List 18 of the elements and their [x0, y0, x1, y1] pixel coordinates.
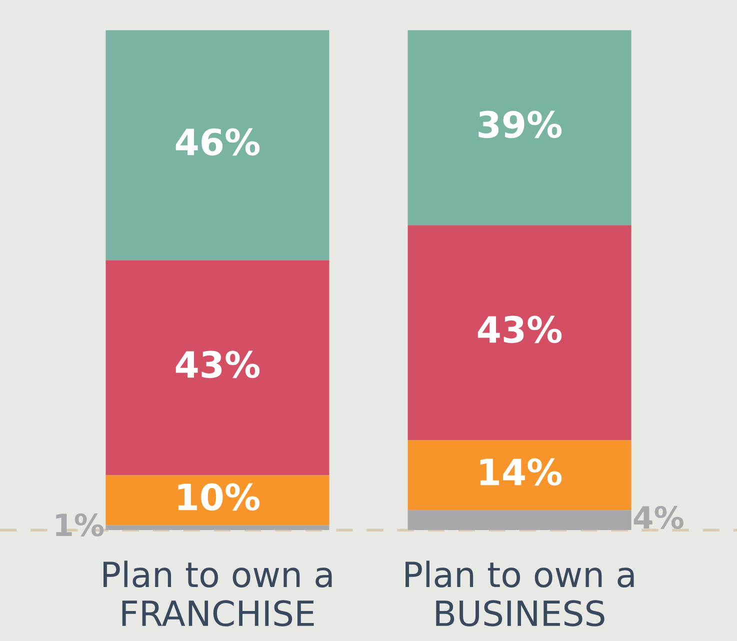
bar: [106, 475, 330, 526]
bar: [106, 30, 330, 260]
x-tick-label: Plan to own a FRANCHISE: [104, 560, 332, 626]
bar: [408, 510, 632, 530]
bar: [408, 225, 632, 440]
data-label: 4%: [634, 506, 684, 529]
data-label: 43%: [478, 316, 562, 344]
bar: [408, 30, 632, 226]
bar: [408, 440, 632, 510]
bar: [106, 525, 330, 530]
data-label: 14%: [480, 458, 562, 486]
data-label: 1%: [56, 513, 104, 536]
bar: [106, 260, 330, 476]
x-tick-label: Plan to own a BUSINESS: [406, 560, 634, 626]
data-label: 39%: [478, 110, 562, 138]
data-label: 46%: [176, 128, 260, 156]
data-label: 43%: [176, 350, 260, 378]
data-label: 10%: [178, 483, 260, 511]
